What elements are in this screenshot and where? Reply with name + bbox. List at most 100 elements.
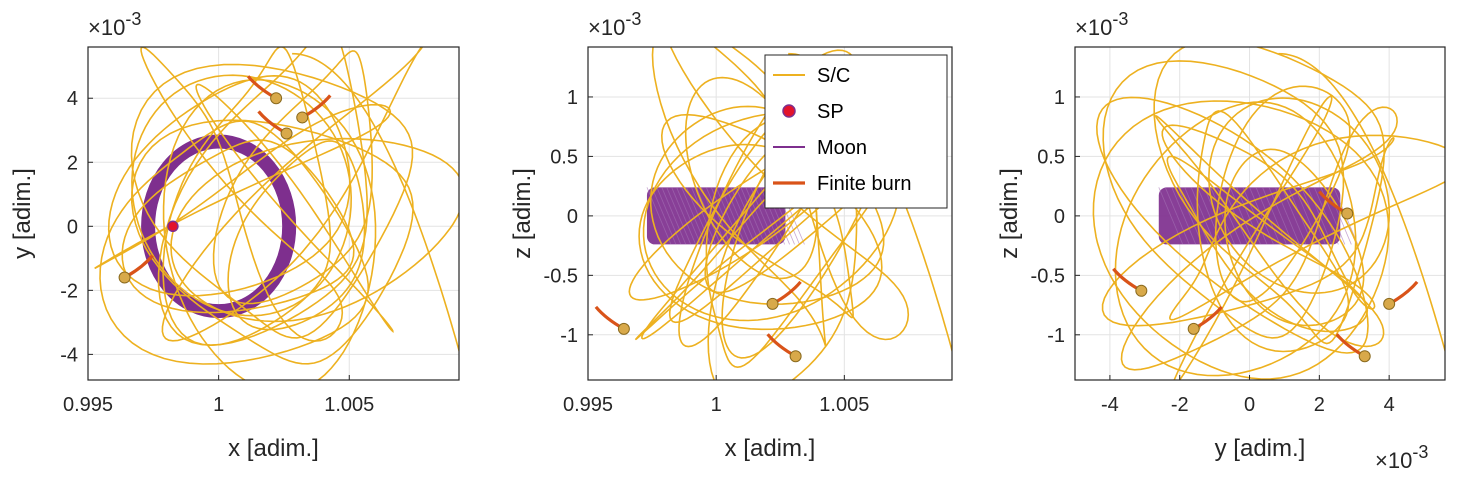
burn-node	[617, 322, 630, 335]
y-tick-label: 4	[67, 88, 78, 110]
moon-track	[671, 187, 697, 245]
moon-track	[725, 187, 751, 245]
sc-loop	[705, 112, 887, 369]
burn-node	[1358, 350, 1371, 363]
plot-area	[594, 47, 952, 380]
sc-loop	[121, 139, 355, 314]
moon-track	[1275, 187, 1300, 245]
sp-marker	[167, 220, 179, 233]
sc-loop	[1155, 114, 1385, 348]
moon-track	[730, 187, 756, 245]
y-axis-label: z [adim.]	[996, 168, 1023, 259]
panel-3: -4 -2 0 2 4 -1 -0.5 0 0.5 1 y [adim.] z [adim.] ×10-…	[996, 9, 1446, 473]
sc-loop	[1102, 60, 1345, 339]
sc-loop	[1166, 155, 1369, 333]
legend: S/C SP Moon Finite burn	[764, 54, 948, 209]
moon-track	[705, 187, 731, 245]
moon-track	[740, 187, 766, 245]
moon-track	[735, 187, 761, 245]
moon-track	[745, 187, 771, 245]
x-tick-label: 1.005	[324, 394, 374, 416]
y-tick-label: 1	[567, 87, 578, 109]
panel-1: 0.995 1 1.005 -4 -2 0 2 4 x [adim.] y [adim.] ×10-…	[9, 9, 460, 462]
moon-track	[1236, 187, 1261, 245]
sc-escape-arc	[1278, 52, 1445, 354]
moon-track	[1268, 187, 1294, 245]
moon-track	[661, 187, 687, 245]
x-tick-label: 0	[1244, 394, 1255, 416]
sc-loop	[1168, 134, 1445, 321]
burn-node	[280, 127, 293, 140]
sc-loop	[195, 83, 394, 333]
y-tick-label: -4	[60, 344, 78, 366]
burn-node	[118, 271, 131, 284]
y-tick-label: 2	[67, 152, 78, 174]
moon-track	[666, 187, 692, 245]
burn-node	[1135, 284, 1148, 297]
y-tick-label: -0.5	[544, 265, 578, 287]
x-exponent: ×10-3	[1375, 442, 1428, 473]
sc-loop	[130, 63, 414, 339]
moon-track	[1184, 187, 1210, 245]
sc-loop	[1153, 47, 1386, 345]
sc-loop	[161, 47, 424, 342]
x-tick-label: 0.995	[63, 394, 113, 416]
burn-node	[270, 92, 283, 105]
y-exponent: ×10-3	[588, 9, 641, 40]
moon-track	[1313, 187, 1339, 245]
sc-trajectory	[1092, 47, 1445, 380]
moon-track	[1229, 187, 1255, 245]
sc-loop	[1161, 124, 1376, 310]
sc-loop	[162, 47, 332, 347]
plot-area	[94, 47, 459, 380]
y-tick-label: -0.5	[1031, 265, 1065, 287]
y-tick-label: -1	[1047, 325, 1065, 347]
x-tick-label: -2	[1171, 394, 1189, 416]
sc-loop	[130, 119, 414, 365]
y-tick-label: 1	[1054, 87, 1065, 109]
moon-track	[1281, 187, 1307, 245]
x-axis-label: y [adim.]	[1215, 435, 1306, 462]
moon-track	[1190, 187, 1216, 245]
y-axis-label: y [adim.]	[9, 168, 36, 259]
sc-loop	[1095, 96, 1369, 354]
moon-track	[1249, 187, 1274, 245]
moon-track	[676, 187, 701, 245]
sc-loop	[140, 47, 344, 342]
y-tick-label: 0	[567, 206, 578, 228]
burn-node	[789, 350, 802, 363]
burn-node	[766, 297, 779, 310]
moon-track	[691, 187, 716, 245]
burn-node	[1341, 207, 1354, 220]
legend-label-sc: S/C	[817, 65, 850, 87]
sc-escape-arc	[292, 52, 459, 354]
moon-track	[1307, 187, 1333, 245]
x-tick-label: 1.005	[819, 394, 869, 416]
y-exponent-power: -3	[625, 9, 641, 29]
y-exponent-power: -3	[1112, 9, 1128, 29]
axes-box	[87, 46, 460, 381]
moon-track	[755, 187, 781, 245]
legend-label-moon: Moon	[817, 137, 867, 159]
moon-track	[656, 187, 682, 245]
moon-track	[1216, 187, 1242, 245]
moon-track	[1171, 187, 1197, 245]
sc-loop	[99, 120, 370, 365]
y-tick-label: 0.5	[1037, 146, 1065, 168]
x-tick-label: 4	[1384, 394, 1395, 416]
x-tick-label: 0.995	[563, 394, 613, 416]
axes-box	[1074, 46, 1446, 381]
legend-label-burn: Finite burn	[817, 173, 912, 195]
moon-track	[1177, 187, 1203, 245]
y-exponent: ×10-3	[1075, 9, 1128, 40]
x-exponent-power: -3	[1412, 442, 1428, 462]
x-tick-label: -4	[1101, 394, 1119, 416]
y-exponent-power: -3	[125, 9, 141, 29]
y-exponent: ×10-3	[88, 9, 141, 40]
sc-loop	[1092, 100, 1390, 380]
sc-loop	[94, 103, 392, 270]
sc-loop	[131, 74, 353, 317]
moon-track	[1197, 187, 1223, 245]
x-tick-label: 2	[1314, 394, 1325, 416]
